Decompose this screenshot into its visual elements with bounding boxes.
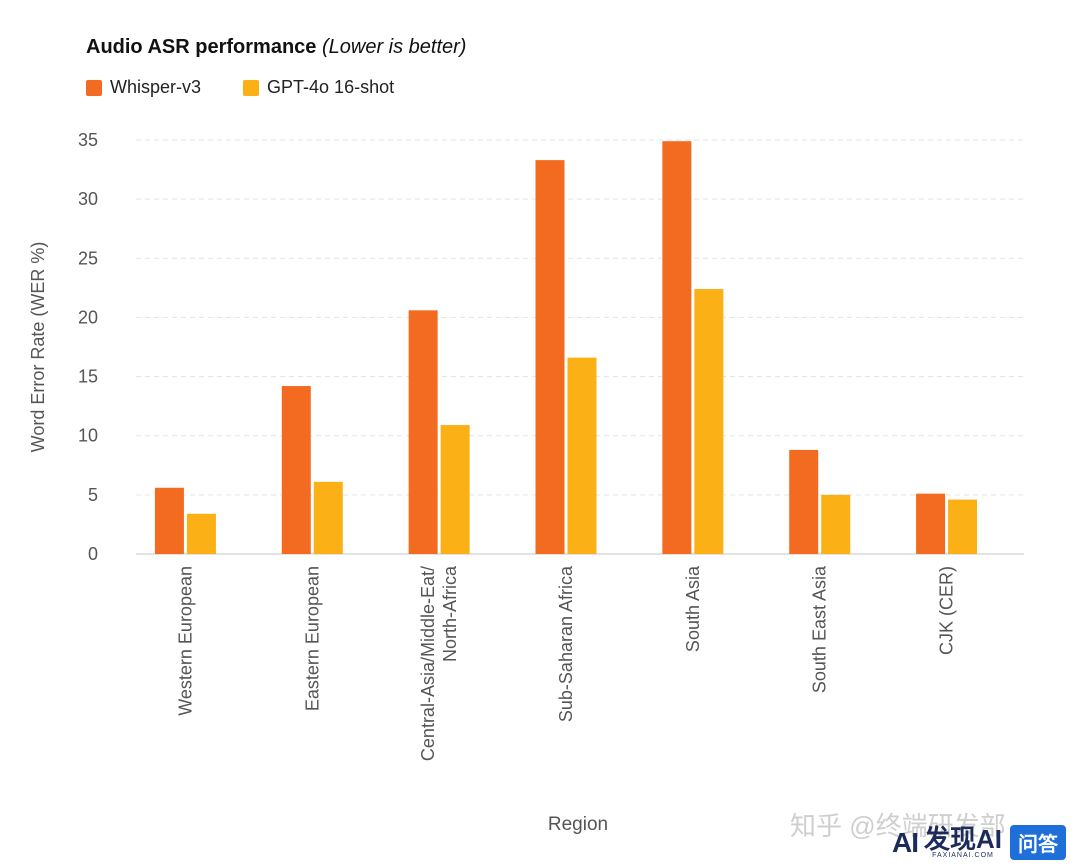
bar-gpt4o: [948, 499, 978, 554]
x-tick-label-line: South East Asia: [810, 565, 830, 693]
watermark-zhihu: 知乎 @终端研发部: [790, 811, 1006, 841]
y-tick-label: 0: [88, 544, 98, 564]
x-tick-label-line: North-Africa: [440, 565, 460, 662]
chart-subtitle: (Lower is better): [321, 36, 467, 58]
y-tick-label: 35: [78, 130, 98, 150]
bar-gpt4o: [821, 494, 851, 554]
bar-gpt4o: [440, 425, 470, 554]
bar-gpt4o: [694, 289, 724, 554]
x-tick-label: South Asia: [683, 565, 703, 652]
x-tick-label-line: CJK (CER): [937, 566, 957, 655]
y-tick-label: 10: [78, 426, 98, 446]
y-tick-label: 15: [78, 367, 98, 387]
watermark-badge: 问答: [1010, 825, 1066, 860]
legend-swatch-gpt4o: [243, 79, 260, 96]
watermark-ai-logo-icon: AI: [891, 826, 919, 858]
x-tick-label: South East Asia: [810, 565, 830, 693]
bar-whisper: [154, 487, 184, 554]
y-tick-label: 20: [78, 307, 98, 327]
x-tick-label-line: Eastern European: [302, 566, 322, 711]
bar-gpt4o: [186, 513, 216, 554]
chart-title: Audio ASR performance (Lower is better): [86, 36, 466, 59]
x-tick-label-line: South Asia: [683, 565, 703, 652]
bar-gpt4o: [567, 357, 597, 554]
bar-whisper: [789, 449, 819, 554]
chart-title-main: Audio ASR performance: [86, 36, 317, 58]
bar-gpt4o: [313, 481, 343, 554]
x-tick-label: Western European: [175, 566, 195, 716]
x-tick-label-line: Western European: [175, 566, 195, 716]
watermark-brand: 发现AI FAXIANAI.COM: [924, 826, 1002, 859]
legend-item-gpt4o: GPT-4o 16-shot: [243, 77, 394, 98]
legend-label-whisper: Whisper-v3: [110, 77, 202, 97]
x-tick-label: Sub-Saharan Africa: [556, 565, 576, 722]
legend-swatch-whisper: [86, 79, 102, 96]
chart-legend: Whisper-v3 GPT-4o 16-shot: [86, 77, 436, 98]
x-tick-label-line: Central-Asia/Middle-Eat/: [418, 566, 438, 761]
watermark-logo: AI 发现AI FAXIANAI.COM 问答: [892, 825, 1066, 860]
bar-whisper: [281, 386, 311, 554]
x-tick-label: Eastern European: [302, 566, 322, 711]
x-tick-label: CJK (CER): [937, 566, 957, 655]
y-tick-label: 5: [88, 485, 98, 505]
bar-whisper: [916, 493, 946, 554]
watermark-brand-name: 发现AI: [923, 824, 1002, 854]
x-tick-label-line: Sub-Saharan Africa: [556, 565, 576, 722]
bar-whisper: [535, 160, 565, 554]
y-tick-label: 25: [78, 248, 98, 268]
y-axis-label: Word Error Rate (WER %): [28, 242, 48, 453]
legend-label-gpt4o: GPT-4o 16-shot: [267, 77, 395, 97]
watermark-brand-domain: FAXIANAI.COM: [932, 852, 994, 859]
bar-whisper: [408, 310, 438, 554]
y-tick-label: 30: [78, 189, 98, 209]
x-tick-label: Central-Asia/Middle-Eat/North-Africa: [418, 565, 460, 761]
x-axis-label: Region: [548, 814, 608, 835]
bar-whisper: [662, 141, 692, 554]
legend-item-whisper: Whisper-v3: [86, 77, 201, 98]
